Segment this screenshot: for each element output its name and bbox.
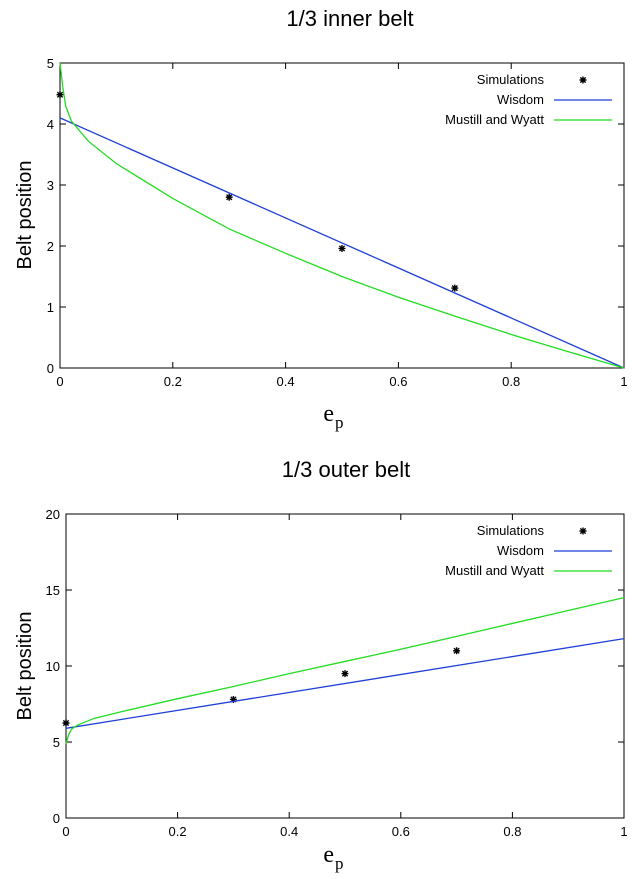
x-tick-label: 0.6 [389, 374, 407, 389]
y-tick-label: 1 [47, 300, 54, 315]
x-tick-label: 0.2 [169, 824, 187, 839]
simulation-point [451, 284, 459, 292]
plot-frame [59, 62, 625, 369]
chart-title: 1/3 inner belt [286, 6, 413, 31]
legend-label: Wisdom [497, 92, 544, 107]
legend-label: Simulations [477, 523, 545, 538]
y-axis-label: Belt position [14, 161, 36, 270]
y-axis-label: Belt position [14, 612, 36, 721]
simulation-point [453, 647, 461, 655]
x-axis-label: e [323, 401, 334, 427]
y-tick-label: 0 [47, 361, 54, 376]
x-axis-label-subscript: p [335, 413, 344, 432]
y-tick-label: 4 [47, 117, 54, 132]
x-tick-label: 0 [62, 824, 69, 839]
y-tick-label: 20 [46, 507, 60, 522]
x-tick-label: 0.8 [502, 374, 520, 389]
legend-label: Mustill and Wyatt [445, 112, 544, 127]
simulation-point [338, 244, 346, 252]
plot-area: 0 0.2 0.4 0.6 0.8 1 0 1 2 3 4 5 Simulations Wisdom Mus… [47, 56, 628, 389]
y-tick-label: 2 [47, 239, 54, 254]
simulation-point [62, 719, 70, 727]
y-tick-label: 10 [46, 659, 60, 674]
series-mustill-and-wyatt-line [65, 596, 625, 744]
legend-label: Mustill and Wyatt [445, 563, 544, 578]
x-tick-label: 0.8 [503, 824, 521, 839]
y-tick-label: 5 [53, 735, 60, 750]
series-mustill-and-wyatt-line [59, 62, 625, 369]
x-tick-label: 0 [56, 374, 63, 389]
legend-label: Wisdom [497, 543, 544, 558]
simulation-point [341, 670, 349, 678]
x-tick-label: 0.2 [164, 374, 182, 389]
simulation-point [225, 193, 233, 201]
plot-frame [65, 513, 625, 819]
legend-swatch [579, 76, 587, 84]
x-tick-label: 0.4 [277, 374, 295, 389]
series-wisdom-line [59, 117, 625, 369]
legend-label: Simulations [477, 72, 545, 87]
panel-inner-belt: 1/3 inner belt Belt position e p 0 0.2 0.4… [14, 6, 628, 432]
plot-area: 0 0.2 0.4 0.6 0.8 105101520SimulationsWisdomM… [46, 507, 628, 839]
y-tick-label: 3 [47, 178, 54, 193]
simulation-point [229, 695, 237, 703]
panel-outer-belt: 1/3 outer belt Belt position e p 0 0.2 0.4… [14, 457, 628, 873]
simulation-point [56, 91, 64, 99]
x-axis-label-subscript: p [335, 854, 344, 873]
chart-title: 1/3 outer belt [282, 457, 410, 482]
x-tick-label: 0.6 [392, 824, 410, 839]
y-tick-label: 5 [47, 56, 54, 71]
x-axis-label: e [323, 842, 334, 868]
x-tick-label: 1 [620, 374, 627, 389]
legend-swatch [579, 527, 587, 535]
y-tick-label: 0 [53, 811, 60, 826]
x-tick-label: 0.4 [280, 824, 298, 839]
x-tick-label: 1 [620, 824, 627, 839]
series-wisdom-line [65, 637, 625, 729]
y-tick-label: 15 [46, 583, 60, 598]
